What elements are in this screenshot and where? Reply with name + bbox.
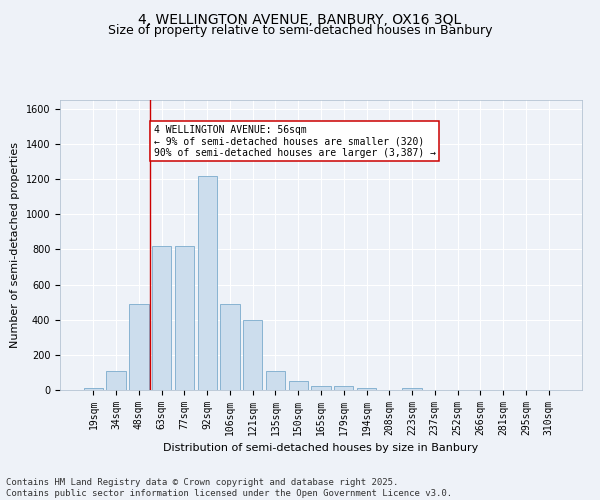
Bar — [289, 381, 308, 390]
Bar — [266, 370, 285, 390]
Bar — [152, 246, 172, 390]
Bar — [403, 388, 422, 390]
Bar — [175, 246, 194, 390]
Bar — [106, 370, 126, 390]
Bar — [220, 304, 239, 390]
Bar — [129, 304, 149, 390]
Bar — [243, 320, 262, 390]
Bar — [334, 386, 353, 390]
X-axis label: Distribution of semi-detached houses by size in Banbury: Distribution of semi-detached houses by … — [163, 444, 479, 454]
Bar — [197, 176, 217, 390]
Text: Contains HM Land Registry data © Crown copyright and database right 2025.
Contai: Contains HM Land Registry data © Crown c… — [6, 478, 452, 498]
Text: 4 WELLINGTON AVENUE: 56sqm
← 9% of semi-detached houses are smaller (320)
90% of: 4 WELLINGTON AVENUE: 56sqm ← 9% of semi-… — [154, 124, 436, 158]
Text: Size of property relative to semi-detached houses in Banbury: Size of property relative to semi-detach… — [108, 24, 492, 37]
Bar — [357, 388, 376, 390]
Bar — [311, 386, 331, 390]
Bar — [84, 388, 103, 390]
Y-axis label: Number of semi-detached properties: Number of semi-detached properties — [10, 142, 20, 348]
Text: 4, WELLINGTON AVENUE, BANBURY, OX16 3QL: 4, WELLINGTON AVENUE, BANBURY, OX16 3QL — [139, 12, 461, 26]
